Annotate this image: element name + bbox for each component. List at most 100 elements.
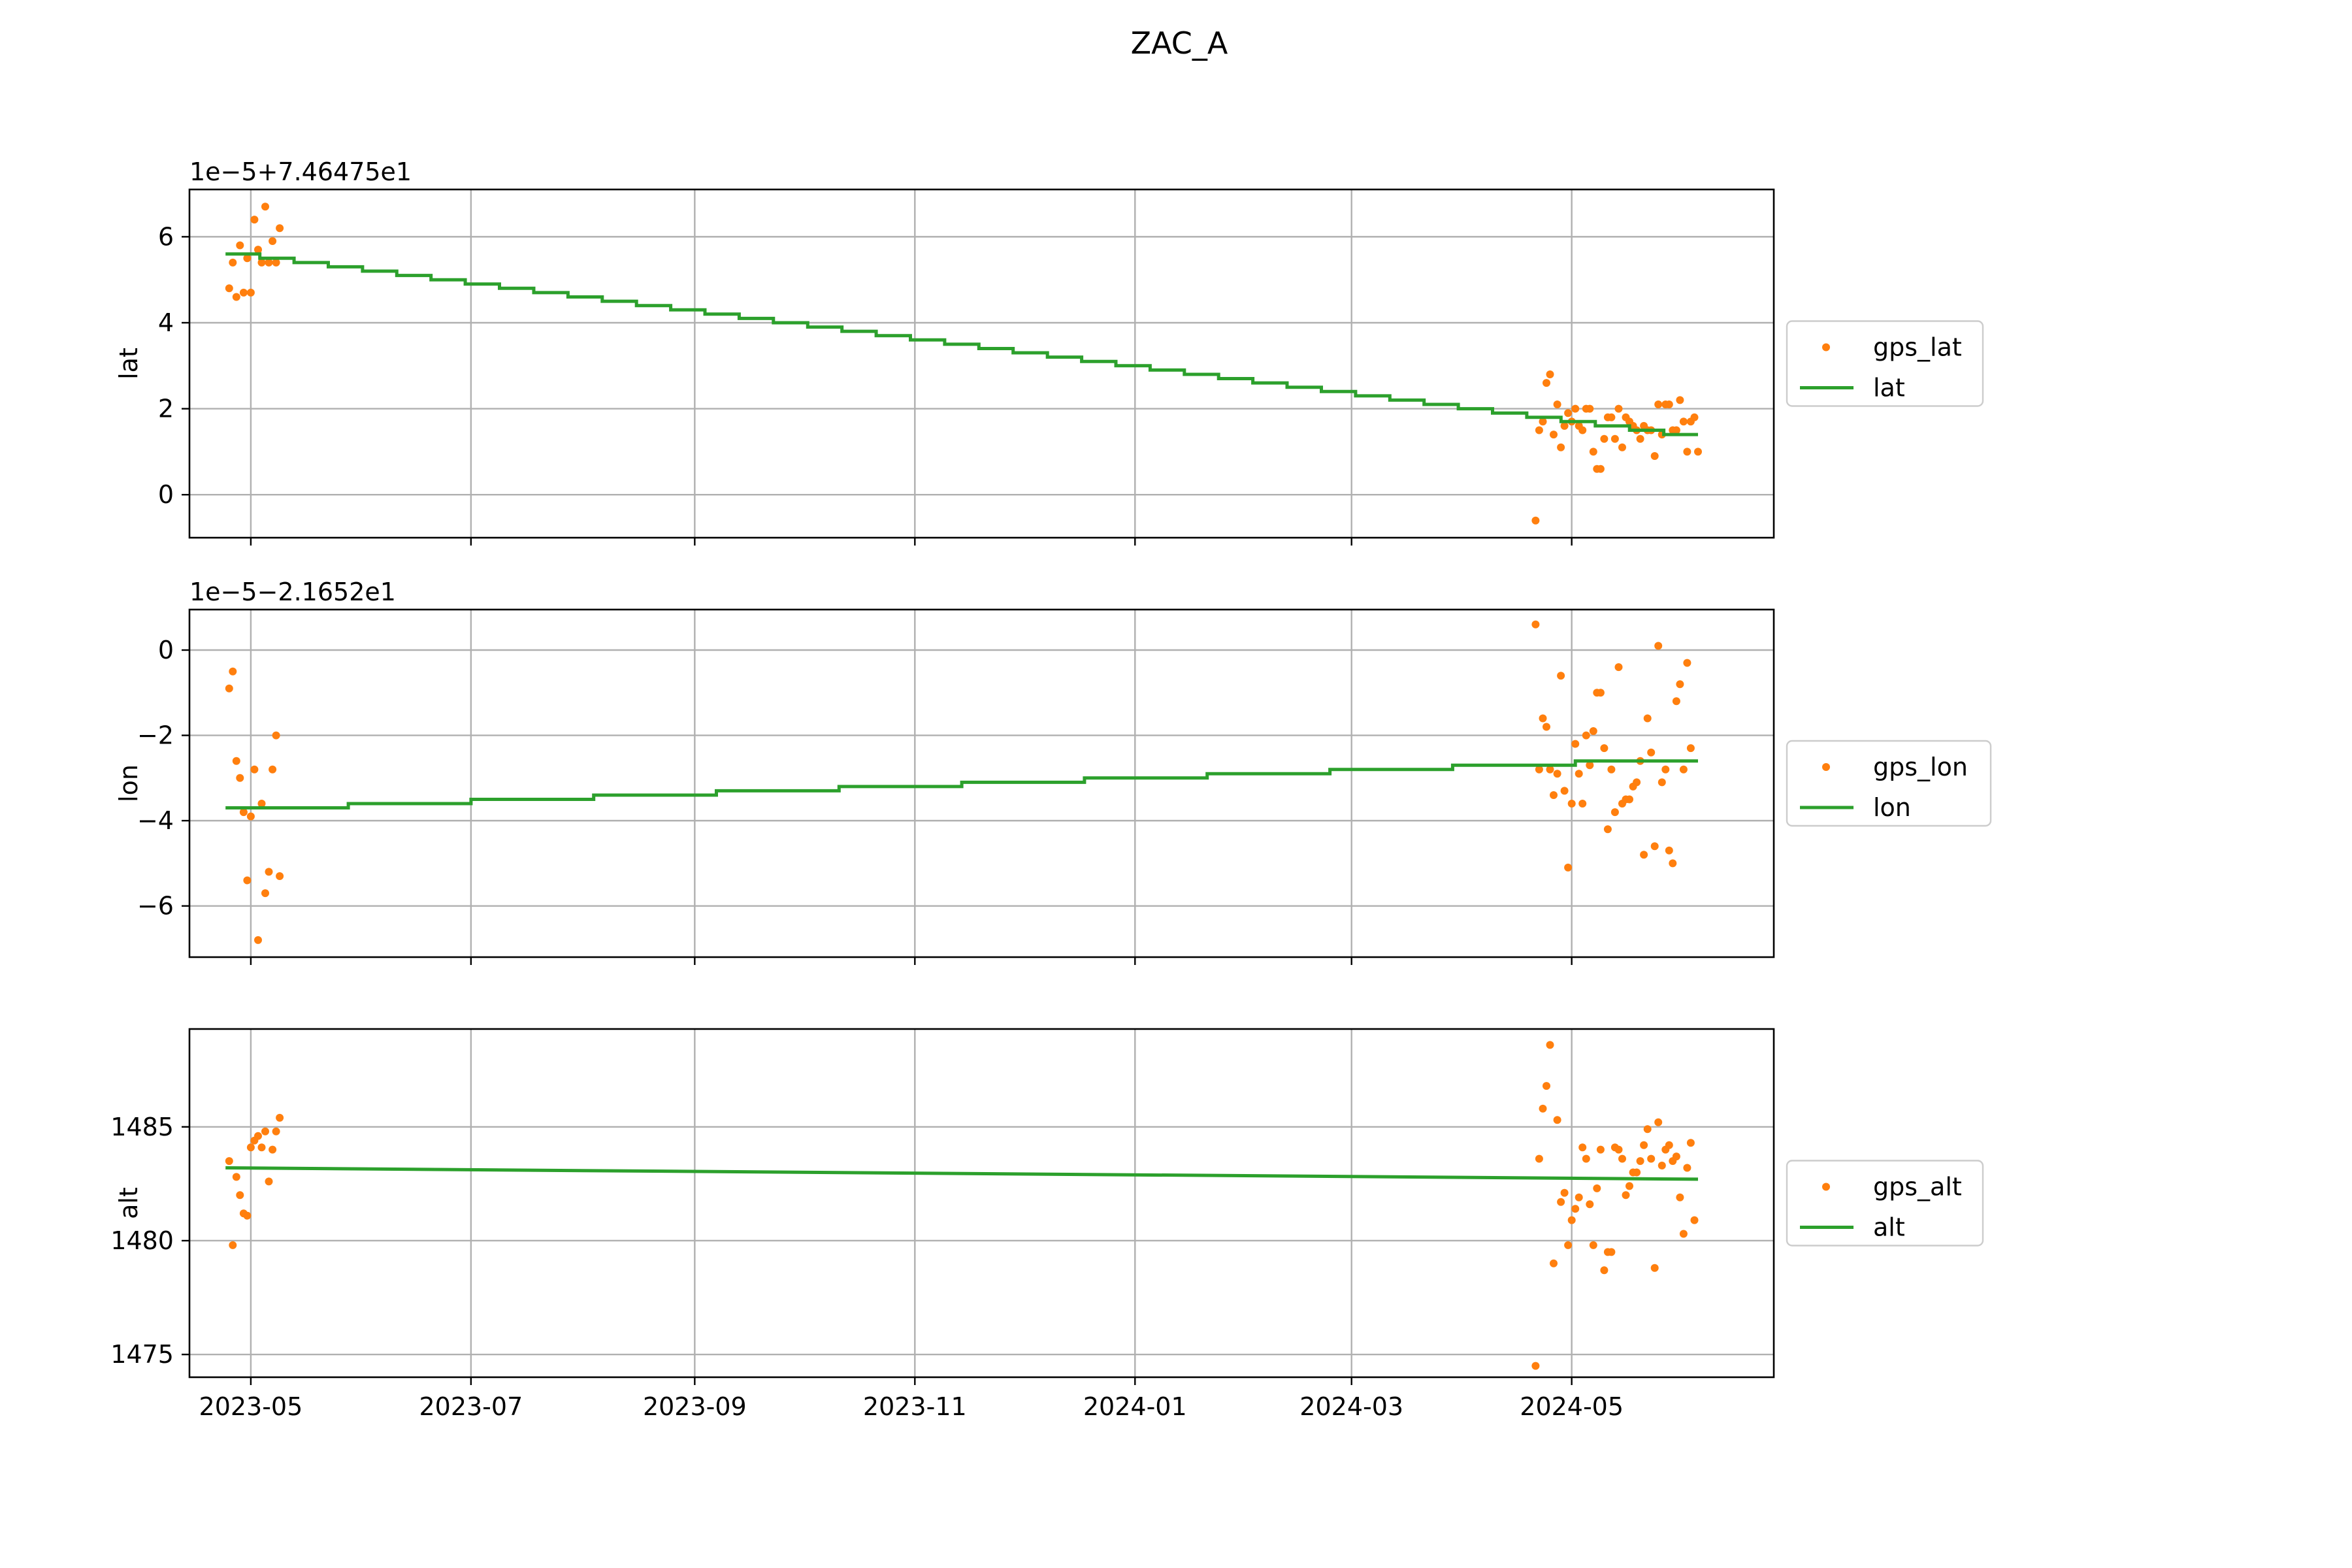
- data-point-gps_lon: [225, 684, 233, 693]
- data-point-gps_lon: [236, 774, 244, 782]
- data-point-gps_lat: [246, 288, 255, 297]
- data-point-gps_alt: [232, 1173, 240, 1181]
- data-point-gps_lat: [225, 284, 233, 293]
- data-point-gps_alt: [1553, 1116, 1561, 1124]
- x-tick-label: 2024-01: [1083, 1392, 1187, 1421]
- y-tick-label: 4: [158, 308, 174, 337]
- subplot-alt: 2023-05 2023-07 2023-09 2023-11 2024-01 2024-…: [110, 1028, 1984, 1421]
- legend-marker-gps_alt: [1822, 1183, 1830, 1191]
- data-point-gps_lon: [1640, 851, 1648, 859]
- data-point-gps_alt: [261, 1127, 269, 1135]
- data-point-gps_alt: [1535, 1154, 1543, 1163]
- figure-title: ZAC_A: [1131, 25, 1228, 61]
- data-point-gps_lon: [250, 765, 259, 774]
- data-point-gps_alt: [1560, 1188, 1569, 1197]
- series-alt-line: [225, 1166, 1699, 1181]
- data-point-gps_lat: [1610, 434, 1619, 443]
- y-axis-label: lon: [114, 764, 143, 802]
- y-tick-label: −2: [137, 721, 174, 750]
- data-point-gps_lon: [1658, 778, 1666, 787]
- data-point-gps_lon: [1683, 659, 1691, 667]
- data-point-gps_lat: [1679, 417, 1688, 426]
- data-point-gps_lat: [1636, 434, 1644, 443]
- data-point-gps_lat: [1543, 379, 1550, 387]
- data-point-gps_alt: [1582, 1154, 1590, 1163]
- x-tick-label: 2023-05: [199, 1392, 303, 1421]
- data-point-gps_lon: [1535, 765, 1543, 774]
- data-point-gps_alt: [1543, 1082, 1550, 1090]
- data-point-gps_alt: [1679, 1230, 1688, 1238]
- legend-box: [1786, 740, 1992, 827]
- data-point-gps_lon: [1672, 697, 1680, 706]
- data-point-gps_alt: [272, 1127, 280, 1135]
- data-point-gps_alt: [225, 1157, 233, 1166]
- legend-label-gps_lat: gps_lat: [1873, 333, 1962, 362]
- data-point-gps_lat: [1564, 409, 1573, 417]
- data-point-gps_alt: [1567, 1216, 1576, 1224]
- data-point-gps_alt: [236, 1191, 244, 1200]
- axes-frame: [188, 1028, 1775, 1379]
- data-point-gps_lat: [254, 246, 262, 254]
- data-point-gps_lat: [1539, 417, 1547, 426]
- data-point-gps_alt: [1650, 1264, 1659, 1272]
- data-point-gps_lon: [254, 936, 262, 944]
- data-point-gps_lon: [1650, 842, 1659, 851]
- data-point-gps_lon: [1654, 642, 1663, 650]
- series-lon-line: [225, 759, 1698, 809]
- x-tick-label: 2024-03: [1299, 1392, 1403, 1421]
- data-point-gps_lon: [232, 757, 240, 765]
- data-point-gps_alt: [1607, 1248, 1616, 1256]
- y-offset-text: 1e−5−2.1652e1: [189, 578, 396, 606]
- data-point-gps_lat: [276, 224, 284, 233]
- y-tick-label: 2: [158, 395, 174, 423]
- data-point-gps_alt: [1614, 1145, 1623, 1154]
- x-tick-label: 2023-07: [419, 1392, 523, 1421]
- data-point-gps_lon: [1614, 663, 1623, 672]
- data-point-gps_lat: [261, 203, 269, 211]
- data-point-gps_alt: [1625, 1182, 1633, 1190]
- data-point-gps_lon: [1582, 731, 1590, 740]
- y-tick-label: 0: [158, 480, 174, 509]
- data-point-gps_lon: [1553, 770, 1561, 778]
- data-point-gps_lat: [1589, 448, 1597, 456]
- data-point-gps_alt: [1672, 1152, 1680, 1161]
- data-point-gps_lon: [1575, 770, 1583, 778]
- data-point-gps_lon: [1633, 778, 1641, 787]
- data-point-gps_alt: [243, 1211, 252, 1220]
- data-point-gps_lat: [1596, 465, 1605, 473]
- data-point-gps_alt: [1665, 1141, 1673, 1149]
- data-point-gps_lon: [272, 731, 280, 740]
- data-point-gps_alt: [1550, 1259, 1558, 1267]
- data-point-gps_alt: [1636, 1157, 1644, 1166]
- data-point-gps_lon: [1546, 765, 1554, 774]
- data-point-gps_alt: [276, 1113, 284, 1122]
- y-tick-label: 1480: [110, 1226, 174, 1255]
- data-point-gps_lon: [1564, 863, 1573, 872]
- data-point-gps_alt: [1539, 1104, 1547, 1113]
- axes-frame: [188, 188, 1775, 539]
- data-point-gps_lon: [1543, 723, 1550, 731]
- data-point-gps_lat: [1531, 516, 1540, 525]
- data-point-gps_lat: [1553, 400, 1561, 408]
- data-point-gps_alt: [1578, 1143, 1587, 1152]
- data-point-gps_lon: [1610, 808, 1619, 817]
- data-point-gps_lon: [1567, 800, 1576, 808]
- legend-label-lat: lat: [1873, 374, 1905, 402]
- data-point-gps_lon: [1669, 859, 1677, 868]
- y-axis-label: lat: [114, 348, 143, 380]
- data-point-gps_lon: [246, 812, 255, 821]
- data-point-gps_lon: [1643, 714, 1652, 723]
- x-tick-label: 2024-05: [1520, 1392, 1624, 1421]
- data-point-gps_lat: [1650, 452, 1659, 460]
- data-point-gps_alt: [269, 1145, 277, 1154]
- axes-frame: [188, 608, 1775, 958]
- legend-marker-gps_lon: [1822, 763, 1830, 771]
- data-point-gps_lon: [1578, 800, 1587, 808]
- data-point-gps_lon: [243, 876, 252, 885]
- data-point-gps_lon: [1686, 744, 1695, 753]
